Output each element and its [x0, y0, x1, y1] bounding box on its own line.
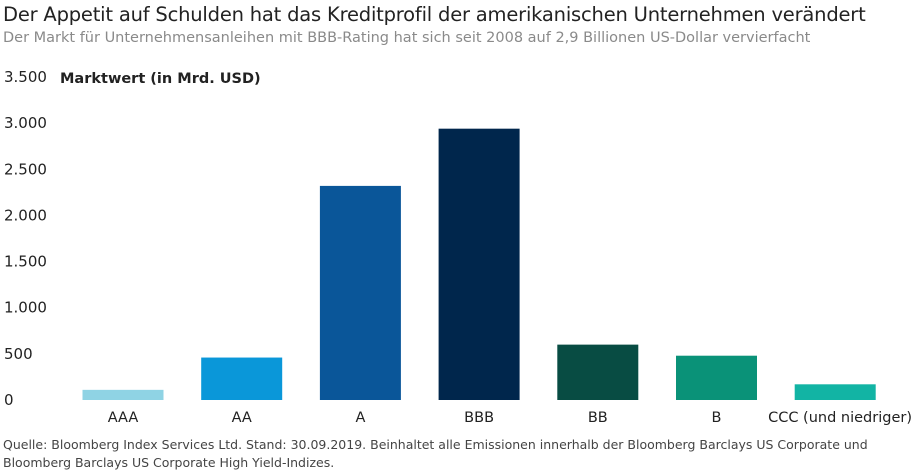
bar-bb — [557, 344, 639, 400]
bars — [82, 128, 876, 400]
x-tick-label: CCC (und niedriger) — [768, 410, 912, 426]
source-note: Quelle: Bloomberg Index Services Ltd. St… — [3, 437, 868, 470]
x-tick-label: BB — [588, 410, 608, 426]
y-tick-label: 2.500 — [4, 160, 47, 178]
bar-aaa — [82, 389, 164, 400]
bar-aa — [201, 357, 283, 400]
x-tick-label: AA — [232, 410, 252, 426]
y-tick-label: 0 — [4, 391, 14, 409]
bar-ccc-und-niedriger — [794, 384, 876, 400]
y-axis-label: Marktwert (in Mrd. USD) — [60, 71, 261, 87]
y-tick-label: 1.500 — [4, 253, 47, 271]
y-tick-label: 3.000 — [4, 114, 47, 132]
x-tick-label: B — [712, 410, 722, 426]
bar-a — [319, 185, 401, 400]
x-axis-ticks: AAA AA A BBB BB B CCC (und niedriger) — [108, 410, 912, 426]
y-tick-label: 1.000 — [4, 299, 47, 317]
bar-b — [676, 355, 757, 400]
y-tick-label: 3.500 — [4, 68, 47, 86]
chart-title: Der Appetit auf Schulden hat das Kreditp… — [3, 3, 866, 26]
y-tick-label: 500 — [4, 345, 33, 363]
x-tick-label: A — [355, 410, 365, 426]
bar-bbb — [438, 128, 520, 400]
y-axis-ticks: 0 500 1.000 1.500 2.000 2.500 3.000 3.500 — [4, 68, 47, 409]
x-tick-label: BBB — [464, 410, 494, 426]
x-tick-label: AAA — [108, 410, 139, 426]
chart-subtitle: Der Markt für Unternehmensanleihen mit B… — [3, 30, 811, 46]
y-tick-label: 2.000 — [4, 206, 47, 224]
